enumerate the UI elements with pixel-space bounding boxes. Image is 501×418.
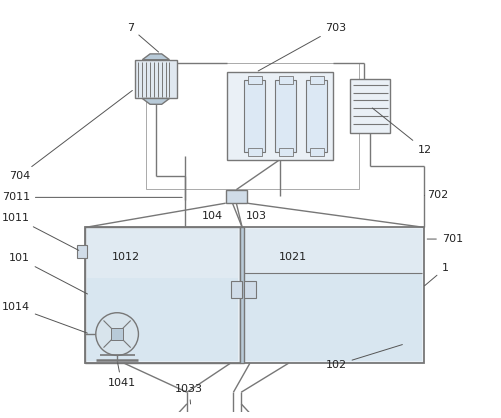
Text: 103: 103 (246, 211, 267, 221)
Bar (146, 63, 359, 189)
Bar (230, 281, 242, 298)
Text: 1011: 1011 (2, 213, 79, 250)
Text: 1032: 1032 (0, 417, 1, 418)
Bar (135, 60, 177, 99)
Text: 701: 701 (427, 234, 463, 244)
Bar (310, 76, 324, 84)
Bar (87, 229, 238, 278)
Text: 1: 1 (424, 263, 449, 286)
Polygon shape (142, 54, 169, 60)
Text: 7: 7 (127, 23, 159, 52)
Bar (244, 229, 422, 273)
Bar (279, 76, 293, 84)
Bar (279, 148, 293, 155)
Bar (85, 227, 240, 363)
Circle shape (96, 313, 138, 355)
Bar (87, 278, 238, 361)
Text: 1041: 1041 (107, 363, 136, 387)
Bar (244, 80, 266, 152)
Bar (226, 72, 333, 160)
Bar (244, 281, 256, 298)
Bar (240, 227, 244, 363)
Text: 104: 104 (201, 211, 222, 221)
Text: 102: 102 (326, 344, 402, 370)
Bar (244, 273, 422, 361)
Bar (306, 80, 328, 152)
Text: 703: 703 (258, 23, 347, 71)
Bar (248, 76, 262, 84)
Bar (85, 227, 424, 363)
Text: 7011: 7011 (2, 192, 182, 202)
Text: 1012: 1012 (112, 252, 140, 262)
Bar (275, 80, 297, 152)
Polygon shape (142, 99, 169, 104)
Bar (310, 148, 324, 155)
Text: 1014: 1014 (2, 302, 87, 333)
Text: 1031: 1031 (0, 417, 1, 418)
Text: 704: 704 (9, 90, 132, 181)
Text: 702: 702 (424, 191, 448, 200)
Bar (202, 413, 218, 418)
Bar (77, 245, 87, 258)
Bar (111, 328, 123, 340)
Bar (225, 190, 247, 203)
Text: 1033: 1033 (175, 384, 203, 404)
Text: 1021: 1021 (279, 252, 307, 262)
Text: 12: 12 (372, 108, 432, 155)
Bar (350, 79, 390, 133)
Bar (248, 148, 262, 155)
Text: 101: 101 (9, 253, 88, 294)
